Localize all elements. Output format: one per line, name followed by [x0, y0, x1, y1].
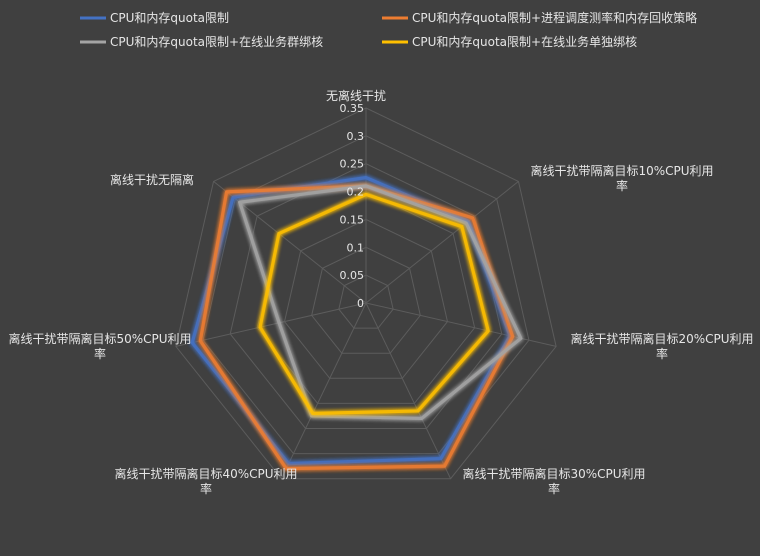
tick-label: 0.25: [340, 158, 365, 171]
legend-label: CPU和内存quota限制+进程调度测率和内存回收策略: [412, 10, 697, 25]
tick-label: 0.15: [340, 213, 365, 226]
legend: CPU和内存quota限制 CPU和内存quota限制+进程调度测率和内存回收策略…: [80, 10, 697, 49]
axis-label: 离线干扰无隔离: [110, 172, 194, 187]
tick-label: 0.2: [347, 186, 365, 199]
legend-label: CPU和内存quota限制+在线业务群绑核: [110, 34, 323, 49]
series-line: [238, 184, 523, 421]
series-line: [198, 184, 515, 471]
tick-label: 0.35: [340, 102, 365, 115]
tick-label: 0.1: [347, 241, 365, 254]
axis-labels: 无离线干扰离线干扰带隔离目标10%CPU利用率离线干扰带隔离目标20%CPU利用…: [8, 88, 753, 496]
tick-labels: 0 0.05 0.1 0.15 0.2 0.25 0.3 0.35: [340, 102, 365, 310]
grid-spoke: [365, 181, 519, 304]
grid-ring: [283, 218, 449, 379]
legend-item: CPU和内存quota限制: [80, 11, 229, 25]
grid-spoke: [365, 302, 452, 479]
legend-label: CPU和内存quota限制: [110, 11, 229, 25]
grid-ring: [338, 274, 394, 329]
tick-label: 0.3: [347, 130, 365, 143]
axis-label: 无离线干扰: [326, 88, 386, 103]
tick-label: 0.05: [340, 269, 365, 282]
grid-spoke: [213, 181, 367, 304]
axis-label: 离线干扰带隔离目标40%CPU利用率: [114, 466, 297, 496]
legend-item: CPU和内存quota限制+进程调度测率和内存回收策略: [382, 10, 697, 25]
series-line: [258, 192, 490, 416]
radar-grid: [175, 107, 557, 480]
axis-label: 离线干扰带隔离目标20%CPU利用率: [570, 331, 753, 361]
legend-label: CPU和内存quota限制+在线业务单独绑核: [412, 34, 637, 49]
legend-item: CPU和内存quota限制+在线业务群绑核: [80, 34, 323, 49]
tick-label: 0: [357, 297, 364, 310]
grid-ring: [311, 246, 421, 354]
grid-ring: [175, 107, 557, 480]
grid-spoke: [280, 302, 367, 479]
grid-ring: [202, 135, 530, 455]
grid-spoke: [365, 302, 557, 347]
axis-label: 离线干扰带隔离目标10%CPU利用率: [530, 163, 713, 193]
series-layer: [190, 176, 523, 471]
axis-label: 离线干扰带隔离目标50%CPU利用率: [8, 331, 191, 361]
grid-spoke: [175, 302, 367, 347]
legend-item: CPU和内存quota限制+在线业务单独绑核: [382, 34, 637, 49]
axis-label: 离线干扰带隔离目标30%CPU利用率: [462, 466, 645, 496]
